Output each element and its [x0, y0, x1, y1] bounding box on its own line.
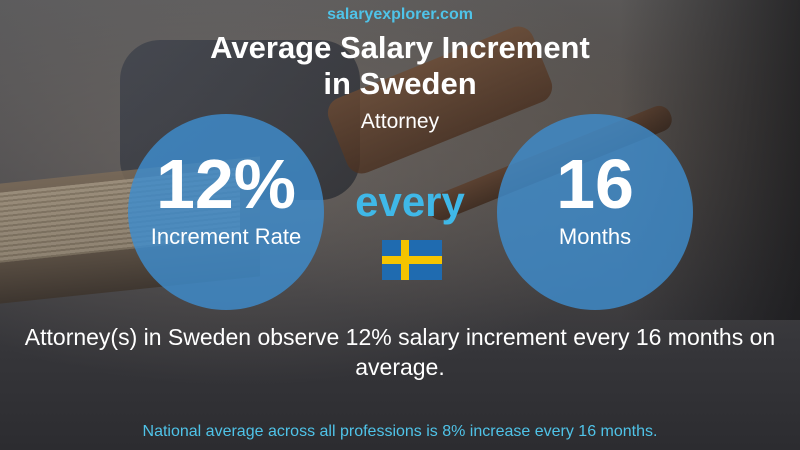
increment-rate-circle: 12% Increment Rate [128, 114, 324, 310]
site-name-part2: explorer [373, 6, 436, 23]
sweden-flag-icon [382, 240, 442, 280]
period-circle: 16 Months [497, 114, 693, 310]
description-text: Attorney(s) in Sweden observe 12% salary… [24, 324, 776, 380]
flag-cross-horizontal [382, 256, 442, 264]
flag-cross-vertical [401, 240, 409, 280]
increment-rate-value: 12% [155, 145, 297, 223]
page-title: Average Salary Increment in Sweden [0, 30, 800, 102]
national-average-text: National average across all professions … [142, 423, 658, 440]
title-line-1: Average Salary Increment [210, 30, 590, 65]
period-label: Months [558, 224, 632, 249]
site-name-part1: salary [327, 6, 374, 23]
site-name-part3: .com [435, 6, 473, 23]
every-connector: every [355, 178, 465, 225]
page-subtitle: Attorney [360, 110, 440, 133]
increment-rate-label: Increment Rate [150, 224, 302, 249]
period-value: 16 [556, 145, 634, 223]
title-line-2: in Sweden [323, 66, 477, 101]
site-logo[interactable]: salaryexplorer.com [0, 6, 800, 24]
